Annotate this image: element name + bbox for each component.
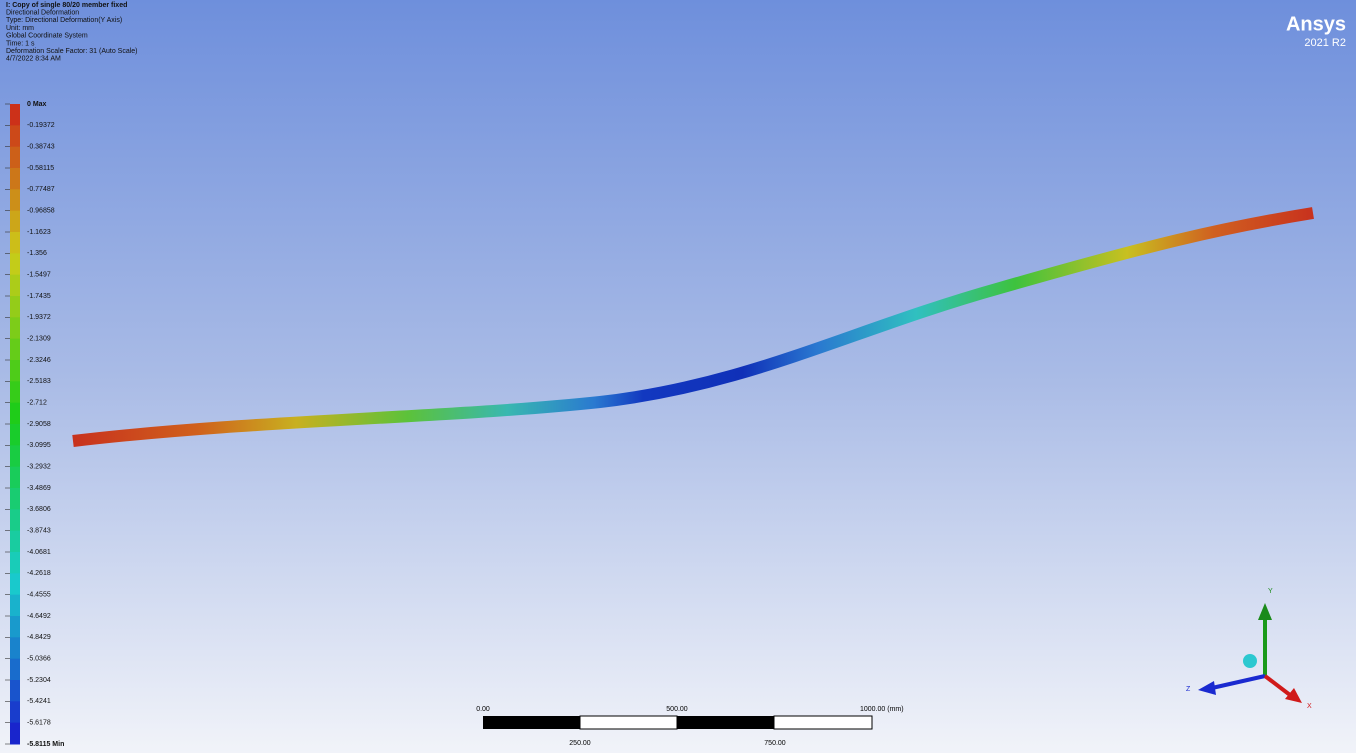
header-line: Global Coordinate System <box>6 33 88 40</box>
legend-label: -1.7435 <box>27 293 51 300</box>
legend-color <box>10 339 20 361</box>
logo-version: 2021 R2 <box>1304 37 1346 49</box>
legend-label: -2.9058 <box>27 421 51 428</box>
legend-label: -5.6178 <box>27 720 51 727</box>
triad-label: Y <box>1268 588 1273 595</box>
legend-color <box>10 424 20 446</box>
legend-label: -0.58115 <box>27 165 54 172</box>
legend-color <box>10 360 20 382</box>
legend-label: -1.5497 <box>27 272 51 279</box>
header-line: Deformation Scale Factor: 31 (Auto Scale… <box>6 48 138 55</box>
legend-color <box>10 381 20 403</box>
legend-color <box>10 531 20 553</box>
legend-label: 0 Max <box>27 101 47 108</box>
legend-label: -0.96858 <box>27 208 55 215</box>
header-line: I: Copy of single 80/20 member fixed <box>6 2 127 9</box>
legend-label: -3.0995 <box>27 442 51 449</box>
legend-label: -1.9372 <box>27 314 51 321</box>
legend-color <box>10 595 20 617</box>
legend-label: -4.8429 <box>27 634 51 641</box>
scale-label: 1000.00 (mm) <box>860 706 904 713</box>
legend-color <box>10 403 20 425</box>
legend-label: -2.712 <box>27 400 47 407</box>
legend-label: -3.4869 <box>27 485 51 492</box>
legend-label: -1.1623 <box>27 229 51 236</box>
legend-label: -3.8743 <box>27 528 51 535</box>
header-line: Directional Deformation <box>6 10 79 17</box>
legend-color <box>10 637 20 659</box>
legend-color <box>10 147 20 169</box>
legend-label: -5.0366 <box>27 656 51 663</box>
legend-label: -0.38743 <box>27 144 55 151</box>
legend-color <box>10 296 20 318</box>
legend-color <box>10 680 20 702</box>
legend-color <box>10 189 20 211</box>
header-line: 4/7/2022 8:34 AM <box>6 56 61 63</box>
background <box>0 0 1356 753</box>
header-line: Unit: mm <box>6 25 34 32</box>
legend-color <box>10 488 20 510</box>
legend-label: -3.2932 <box>27 464 51 471</box>
logo-brand: Ansys <box>1286 13 1346 35</box>
legend-color <box>10 467 20 489</box>
legend-label: -4.4555 <box>27 592 51 599</box>
legend-color <box>10 509 20 531</box>
header-line: Type: Directional Deformation(Y Axis) <box>6 17 122 24</box>
legend-label: -0.19372 <box>27 122 55 129</box>
legend-color <box>10 552 20 574</box>
scale-label: 250.00 <box>569 740 591 747</box>
legend-label: -5.2304 <box>27 677 51 684</box>
legend-label: -2.5183 <box>27 378 51 385</box>
scale-label: 500.00 <box>666 706 688 713</box>
legend-color <box>10 232 20 254</box>
triad-label: X <box>1307 703 1312 710</box>
legend-label: -5.8115 Min <box>27 741 64 748</box>
legend-color <box>10 275 20 297</box>
legend-label: -2.3246 <box>27 357 51 364</box>
legend-label: -2.1309 <box>27 336 51 343</box>
legend-color <box>10 573 20 595</box>
viewport: I: Copy of single 80/20 member fixedDire… <box>0 0 1356 753</box>
scale-label: 750.00 <box>764 740 786 747</box>
legend-label: -4.2618 <box>27 570 51 577</box>
scale-bar <box>483 716 872 729</box>
scale-label: 0.00 <box>476 706 490 713</box>
legend-label: -5.4241 <box>27 698 51 705</box>
legend-color <box>10 211 20 233</box>
legend-label: -0.77487 <box>27 186 55 193</box>
legend-color <box>10 659 20 681</box>
legend-color <box>10 701 20 723</box>
legend-color <box>10 104 20 126</box>
legend-label: -1.356 <box>27 250 47 257</box>
header-line: Time: 1 s <box>6 40 35 47</box>
legend-color <box>10 723 20 745</box>
legend-color <box>10 317 20 339</box>
legend-color <box>10 616 20 638</box>
legend-label: -4.6492 <box>27 613 51 620</box>
legend-color <box>10 168 20 190</box>
legend-color <box>10 125 20 147</box>
legend-color <box>10 253 20 275</box>
legend-label: -3.6806 <box>27 506 51 513</box>
triad-label: Z <box>1186 686 1191 693</box>
legend-label: -4.0681 <box>27 549 51 556</box>
legend-color <box>10 445 20 467</box>
